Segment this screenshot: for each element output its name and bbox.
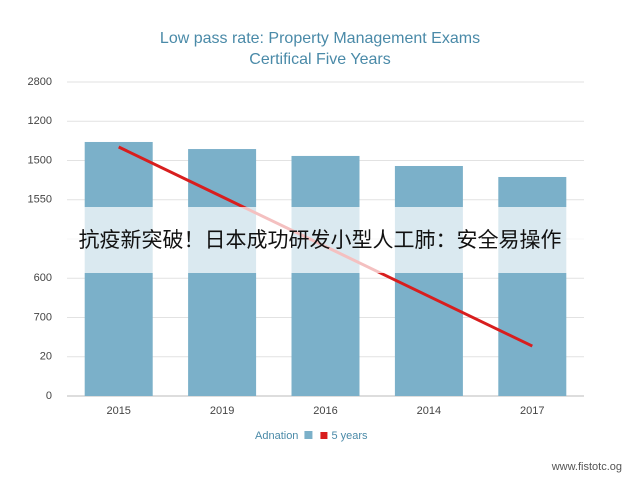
x-tick-label: 2017 [520,405,544,417]
x-tick-label: 2014 [417,405,441,417]
legend-label: 5 years [331,430,368,442]
banner-background [0,207,640,273]
legend-swatch [304,431,313,439]
watermark: www.fistotc.og [551,461,622,473]
x-tick-label: 2016 [313,405,337,417]
legend-label: Adnation [255,430,298,442]
y-tick-label: 700 [34,311,52,323]
y-tick-label: 2800 [28,76,52,88]
banner: 抗疫新突破！日本成功研发小型人工肺：安全易操作 [79,228,562,252]
legend-swatch [320,432,328,439]
chart-title: Certifical Five Years [249,51,390,68]
bar [291,155,360,396]
y-tick-label: 20 [40,351,52,363]
y-tick-label: 1500 [28,154,52,166]
x-tick-label: 2015 [106,405,130,417]
chart-title: Low pass rate: Property Management Exams [160,30,480,47]
bar [394,165,463,396]
x-tick-label: 2019 [210,405,234,417]
y-tick-label: 1550 [28,194,52,206]
y-tick-label: 600 [34,272,52,284]
y-tick-label: 0 [46,390,52,402]
y-tick-label: 1200 [28,115,52,127]
